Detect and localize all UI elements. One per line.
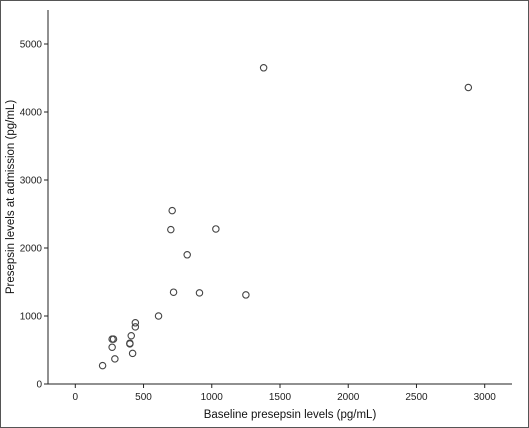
- y-tick-label: 4000: [20, 108, 43, 119]
- data-point: [154, 312, 163, 320]
- data-point: [183, 251, 191, 259]
- data-point: [126, 340, 134, 348]
- data-point: [259, 64, 268, 72]
- y-tick-label: 1000: [20, 312, 43, 323]
- data-point: [128, 349, 137, 358]
- x-tick-label: 1000: [201, 392, 224, 403]
- y-tick-label: 3000: [20, 176, 43, 187]
- data-point: [111, 355, 119, 363]
- data-points: [98, 64, 473, 370]
- data-point: [167, 225, 175, 234]
- data-point: [127, 331, 135, 340]
- x-tick-label: 1500: [269, 392, 292, 403]
- x-tick-label: 2000: [337, 392, 360, 403]
- data-point: [168, 206, 176, 215]
- data-point: [98, 361, 107, 370]
- x-tick-label: 2500: [405, 392, 428, 403]
- data-point: [464, 83, 473, 92]
- x-tick-label: 500: [135, 392, 152, 403]
- data-point: [108, 335, 116, 343]
- data-point: [212, 225, 220, 233]
- y-tick-label: 2000: [20, 244, 43, 255]
- data-point: [131, 319, 140, 327]
- data-point: [131, 323, 140, 331]
- data-point: [242, 291, 250, 299]
- data-point: [108, 343, 116, 352]
- data-point: [195, 289, 204, 297]
- x-tick-label: 0: [73, 392, 79, 403]
- y-axis-title: Presepsin levels at admission (pg/mL): [5, 100, 17, 294]
- ticks: 0 500 1000 1500 2000 2500 3000 0 1000 2000 3000 400…: [20, 40, 497, 404]
- data-point: [169, 288, 178, 296]
- x-axis-title: Baseline presepsin levels (pg/mL): [204, 409, 377, 421]
- x-tick-label: 3000: [474, 392, 497, 403]
- y-tick-label: 0: [36, 380, 42, 391]
- y-tick-label: 5000: [20, 40, 43, 51]
- axes: [47, 10, 512, 385]
